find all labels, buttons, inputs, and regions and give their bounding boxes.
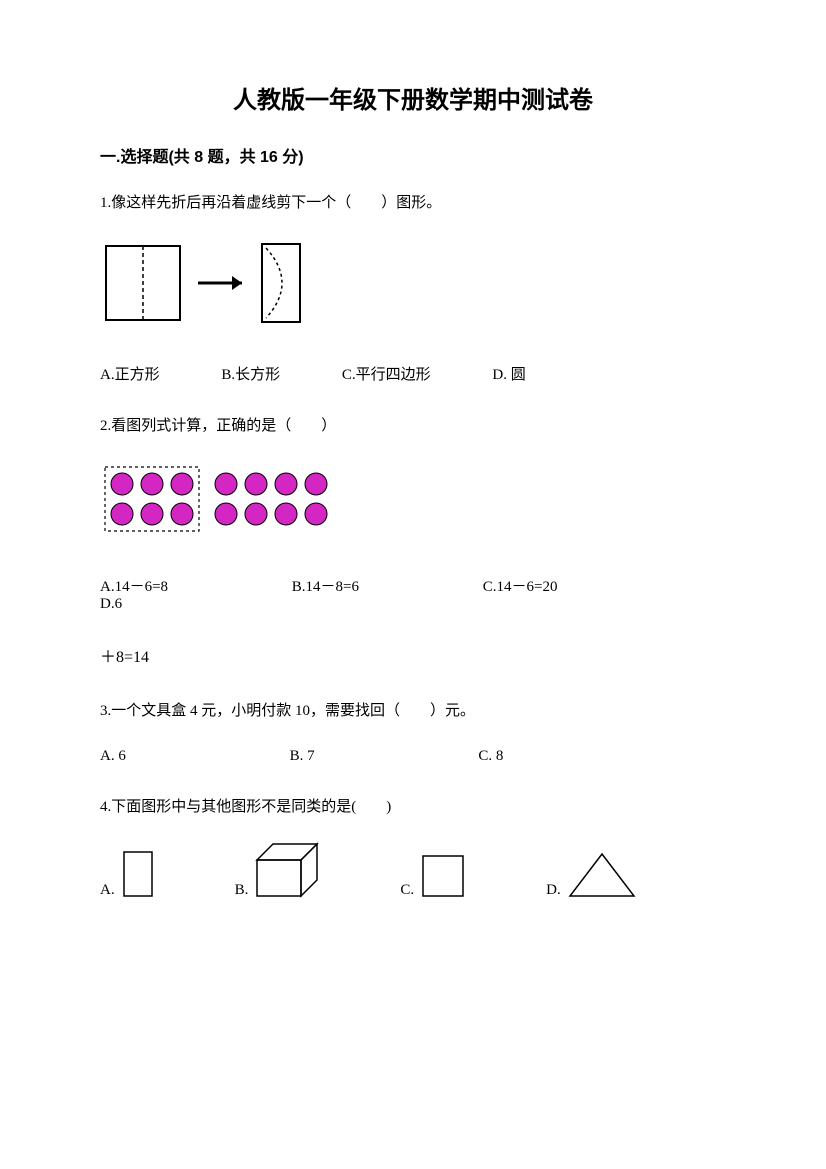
q3-optA: A. 6 [100,748,126,765]
q1-diagram [100,240,726,335]
q2-text: 2.看图列式计算，正确的是（ ） [100,412,726,441]
q1-optA: A.正方形 [100,363,160,384]
q4-optA-label: A. [100,882,115,899]
q2-optA: A.14－6=8 [100,575,168,596]
q4-optC-label: C. [400,882,414,899]
q2-optD: D.6 [100,596,122,613]
q3-options: A. 6 B. 7 C. 8 [100,748,726,765]
q4-optD-label: D. [546,882,561,899]
q1-optC: C.平行四边形 [342,363,431,384]
q2-optB: B.14－8=6 [292,575,359,596]
q2-options: A.14－6=8 B.14－8=6 C.14－6=20 D.6 [100,575,726,613]
q3-optB: B. 7 [290,748,315,765]
q4-optC: C. [400,853,466,899]
page-title: 人教版一年级下册数学期中测试卷 [100,80,726,115]
q2-optD-cont: ＋8=14 [100,643,726,667]
q4-optB: B. [235,841,321,899]
q4-optA: A. [100,849,155,899]
q4-optB-label: B. [235,882,249,899]
q4-options: A. B. C. D. [100,841,726,899]
q1-options: A.正方形 B.长方形 C.平行四边形 D. 圆 [100,363,726,384]
section-header-1: 一.选择题(共 8 题，共 16 分) [100,143,726,167]
q3-optC: C. 8 [478,748,503,765]
q1-optB: B.长方形 [221,363,280,384]
q4-optD: D. [546,851,637,899]
q3-text: 3.一个文具盒 4 元，小明付款 10，需要找回（ ）元。 [100,697,726,726]
q4-text: 4.下面图形中与其他图形不是同类的是( ) [100,793,726,822]
q2-optC: C.14－6=20 [483,575,558,596]
q1-optD: D. 圆 [492,363,525,384]
q1-text: 1.像这样先折后再沿着虚线剪下一个（ ）图形。 [100,189,726,218]
q2-diagram [100,462,726,547]
